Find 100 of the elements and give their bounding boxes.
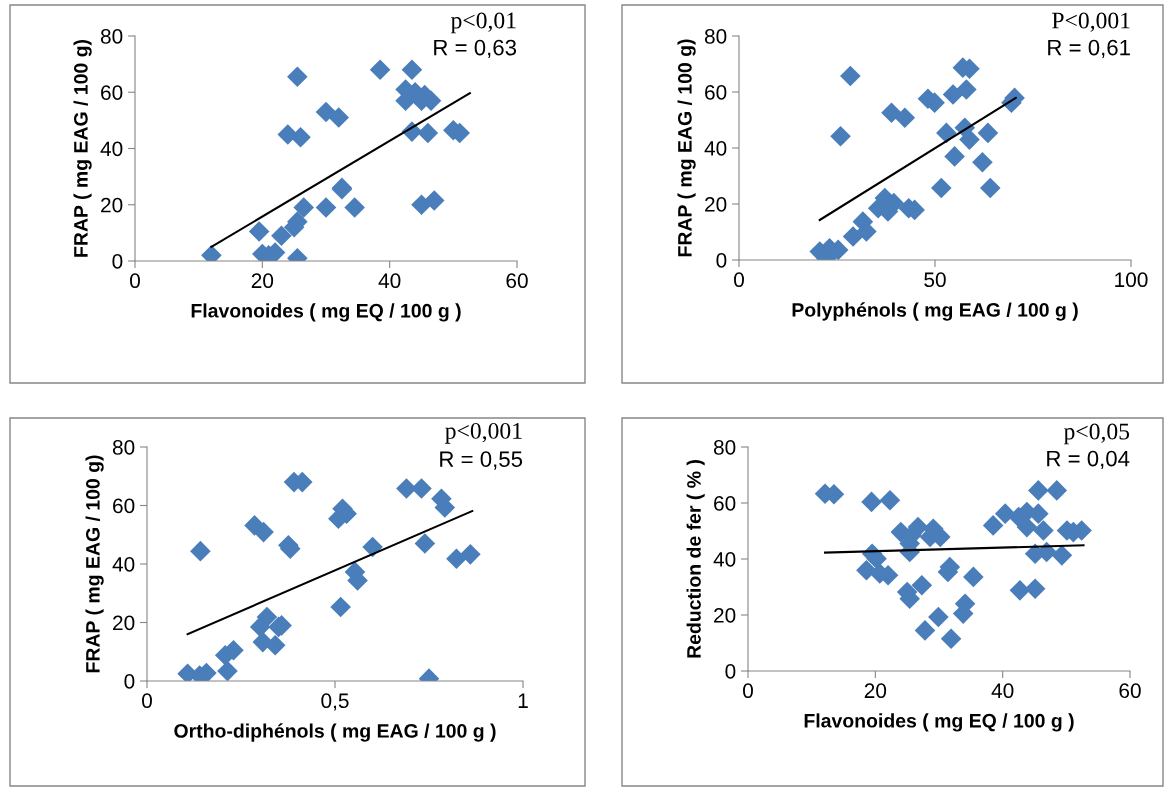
y-tick-label: 80: [704, 29, 727, 44]
point: [190, 540, 211, 562]
x-tick-label: 0: [743, 683, 753, 699]
point: [866, 548, 887, 570]
point: [972, 151, 993, 173]
point: [369, 59, 391, 81]
point: [1009, 580, 1031, 601]
point: [856, 559, 877, 581]
annotation: R = 0,55: [440, 451, 523, 470]
point: [223, 639, 244, 661]
y-tick-label: 0: [725, 664, 736, 679]
point: [1024, 578, 1046, 599]
x-axis-title: Flavonoides ( mg EQ / 100 g ): [804, 713, 1074, 732]
y-tick-label: 40: [704, 141, 727, 156]
annotation: R = 0,63: [434, 39, 517, 59]
point: [940, 628, 962, 650]
point: [293, 197, 315, 218]
point: [411, 478, 432, 499]
y-tick-label: 60: [101, 85, 123, 100]
point: [879, 489, 901, 511]
point: [956, 79, 977, 100]
x-tick-label: 60: [506, 273, 528, 289]
point: [930, 177, 952, 199]
x-tick-label: 40: [991, 683, 1014, 699]
x-tick-label: 100: [1115, 272, 1148, 288]
point: [944, 146, 965, 167]
text: p<0,001: [445, 422, 522, 444]
point: [1046, 480, 1068, 501]
point: [861, 491, 882, 513]
point: [840, 65, 861, 87]
y-tick-label: 20: [714, 608, 736, 623]
point: [1028, 480, 1049, 501]
point: [264, 635, 286, 656]
x-tick-label: 50: [924, 272, 946, 288]
x-tick-label: 20: [251, 273, 274, 289]
y-tick-label: 60: [705, 85, 727, 100]
point: [446, 548, 467, 570]
point: [963, 566, 984, 588]
x-tick-label: 40: [378, 273, 401, 289]
y-axis-title: Reduction de fer ( % ): [686, 460, 705, 658]
point: [994, 503, 1016, 524]
point: [979, 177, 1001, 199]
y-axis-title: FRAP ( mg EAG / 100 g): [677, 39, 696, 257]
y-axis-title: FRAP ( mg EAG / 100 g): [85, 455, 104, 673]
y-tick-label: 40: [100, 141, 123, 157]
point: [1051, 545, 1073, 566]
point: [328, 107, 350, 128]
point: [290, 126, 311, 148]
x-tick-label: 20: [864, 683, 887, 699]
y-tick-label: 80: [100, 29, 123, 44]
text: p<0,05: [1063, 423, 1130, 445]
point: [1028, 503, 1049, 524]
y-tick-label: 40: [112, 557, 135, 572]
point: [914, 620, 936, 641]
y-tick-label: 80: [713, 440, 736, 455]
point: [253, 521, 274, 543]
point: [287, 66, 308, 88]
point: [217, 660, 238, 681]
x-axis-title: Ortho-diphénols ( mg EAG / 100 g ): [174, 723, 496, 742]
y-tick-label: 40: [713, 552, 736, 567]
point: [256, 606, 278, 628]
y-tick-label: 60: [113, 498, 135, 514]
y-tick-label: 0: [716, 253, 727, 268]
x-tick-label: 60: [1119, 683, 1141, 699]
y-tick-label: 80: [112, 440, 135, 455]
point: [423, 190, 445, 211]
y-axis-title: FRAP ( mg EAG / 100 g): [73, 39, 92, 257]
point: [1016, 516, 1038, 538]
point: [315, 101, 337, 123]
point: [881, 102, 902, 124]
annotation: R = 0,61: [1048, 39, 1130, 59]
text: p<0,01: [450, 12, 516, 34]
point: [911, 575, 933, 596]
point: [330, 596, 351, 618]
x-axis-title: Polyphénols ( mg EAG / 100 g ): [792, 302, 1078, 321]
point: [271, 225, 292, 246]
y-tick-label: 0: [112, 254, 123, 269]
point: [894, 107, 916, 129]
point: [907, 516, 929, 538]
y-tick-label: 20: [101, 197, 123, 213]
point: [248, 221, 270, 242]
point: [417, 122, 439, 144]
x-axis-title: Flavonoides ( mg EQ / 100 g ): [191, 303, 461, 322]
point: [959, 129, 980, 150]
point: [344, 197, 365, 218]
point: [1033, 520, 1054, 541]
x-tick-label: 0,5: [321, 693, 349, 711]
point: [977, 122, 999, 144]
text: P<0,001: [1052, 12, 1130, 32]
point: [396, 478, 417, 499]
annotation: R = 0,04: [1047, 450, 1130, 470]
point: [414, 533, 436, 554]
point: [315, 197, 337, 218]
point: [830, 125, 851, 147]
point: [936, 122, 957, 144]
y-tick-label: 60: [714, 496, 736, 511]
y-tick-label: 20: [705, 197, 727, 212]
point: [401, 59, 423, 81]
point: [982, 515, 1004, 536]
point: [460, 544, 481, 565]
